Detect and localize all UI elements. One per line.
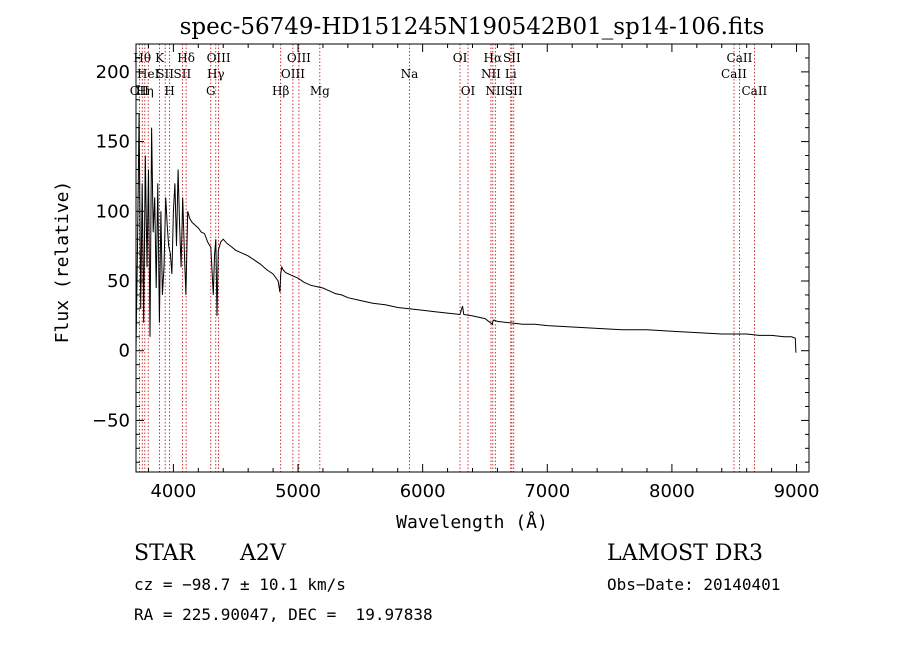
y-tick-label: −50 (92, 410, 130, 431)
object-class: STAR (134, 541, 196, 566)
y-axis-label: Flux (relative) (52, 181, 73, 344)
line-marker-label: Mg (310, 84, 330, 98)
line-marker-label: Li (505, 67, 517, 81)
line-marker-label: Hδ (177, 51, 195, 65)
line-marker-label: OI (453, 51, 468, 65)
line-marker-label: SII (156, 67, 174, 81)
y-tick-label: 50 (107, 271, 130, 292)
line-marker-label: HeI (137, 67, 160, 81)
line-markers (138, 44, 755, 472)
x-axis-label: Wavelength (Å) (396, 511, 548, 533)
line-marker-label: K (155, 51, 165, 65)
line-marker-label: SII (174, 67, 192, 81)
line-marker-label: CaII (741, 84, 767, 98)
line-marker-label: Hγ (207, 67, 225, 81)
chart-title: spec-56749-HD151245N190542B01_sp14-106.f… (180, 14, 765, 40)
line-marker-labels: OIIHθHηHeIKSIIHHδSIIGHγOIIIHβOIIIOIIIMgN… (130, 51, 768, 98)
line-marker-label: G (206, 84, 216, 98)
x-tick-label: 7000 (524, 481, 570, 502)
line-marker-label: SII (505, 84, 523, 98)
y-tick-label: 150 (96, 132, 130, 153)
survey-name: LAMOST DR3 (607, 541, 763, 566)
spectrum-series (135, 113, 797, 353)
x-tick-label: 5000 (275, 481, 321, 502)
x-axis-ticks: 4000 5000 6000 7000 8000 9000 (147, 44, 820, 502)
ra-dec: RA = 225.90047, DEC = 19.97838 (134, 605, 433, 624)
line-marker-label: Na (401, 67, 419, 81)
line-marker-label: NII (485, 84, 505, 98)
line-marker-label: Hα (484, 51, 503, 65)
line-marker-label: SII (503, 51, 521, 65)
y-tick-label: 200 (96, 62, 130, 83)
y-axis-ticks: −50 0 50 100 150 200 (92, 43, 809, 463)
line-marker-label: CaII (721, 67, 747, 81)
x-tick-label: 8000 (649, 481, 695, 502)
y-tick-label: 100 (96, 201, 130, 222)
line-marker-label: OI (461, 84, 476, 98)
line-marker-label: Hη (136, 84, 154, 98)
line-marker-label: H (164, 84, 174, 98)
line-marker-label: OIII (207, 51, 231, 65)
line-marker-label: CaII (727, 51, 753, 65)
obs-date: Obs−Date: 20140401 (607, 575, 780, 594)
redshift-cz: cz = −98.7 ± 10.1 km/s (134, 575, 346, 594)
line-marker-label: Hβ (272, 84, 289, 98)
x-tick-label: 6000 (400, 481, 446, 502)
plot-frame (135, 43, 810, 473)
y-tick-label: 0 (119, 341, 130, 362)
line-marker-label: OII (130, 84, 150, 98)
x-tick-label: 4000 (150, 481, 196, 502)
object-subclass: A2V (239, 541, 287, 566)
x-tick-label: 9000 (774, 481, 820, 502)
line-marker-label: OIII (281, 67, 305, 81)
line-marker-label: OIII (287, 51, 311, 65)
line-marker-label: NII (481, 67, 501, 81)
line-marker-label: Hθ (133, 51, 151, 65)
